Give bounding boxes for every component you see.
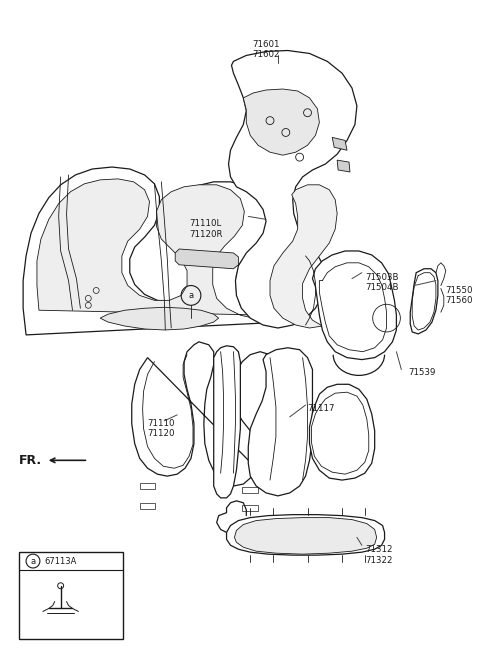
Polygon shape xyxy=(312,251,396,359)
Polygon shape xyxy=(132,342,282,486)
Polygon shape xyxy=(310,384,375,480)
Text: a: a xyxy=(30,556,36,565)
Polygon shape xyxy=(37,179,266,318)
Polygon shape xyxy=(23,167,283,335)
Text: 71312
71322: 71312 71322 xyxy=(365,545,392,565)
Text: 71110L
71120R: 71110L 71120R xyxy=(189,219,223,239)
Bar xyxy=(242,504,258,511)
Text: 71550
71560: 71550 71560 xyxy=(446,285,473,305)
Text: 71601
71602: 71601 71602 xyxy=(252,39,280,59)
Bar xyxy=(140,502,156,508)
Polygon shape xyxy=(270,185,337,328)
Polygon shape xyxy=(337,160,350,172)
Polygon shape xyxy=(332,137,347,150)
Text: 71117: 71117 xyxy=(308,404,335,413)
Text: FR.: FR. xyxy=(19,454,42,467)
Text: 71110
71120: 71110 71120 xyxy=(147,419,175,438)
Polygon shape xyxy=(227,515,384,555)
Polygon shape xyxy=(175,249,239,269)
Polygon shape xyxy=(228,51,357,328)
Text: 71539: 71539 xyxy=(408,367,436,377)
Bar xyxy=(140,483,156,489)
Polygon shape xyxy=(100,307,219,330)
Polygon shape xyxy=(214,346,240,498)
Bar xyxy=(242,487,258,493)
Polygon shape xyxy=(248,348,312,496)
Polygon shape xyxy=(243,89,319,155)
Text: a: a xyxy=(189,291,193,300)
Text: 71503B
71504B: 71503B 71504B xyxy=(365,273,398,292)
Polygon shape xyxy=(410,269,438,334)
Bar xyxy=(19,552,123,639)
Text: 67113A: 67113A xyxy=(45,556,77,565)
Polygon shape xyxy=(234,518,377,554)
